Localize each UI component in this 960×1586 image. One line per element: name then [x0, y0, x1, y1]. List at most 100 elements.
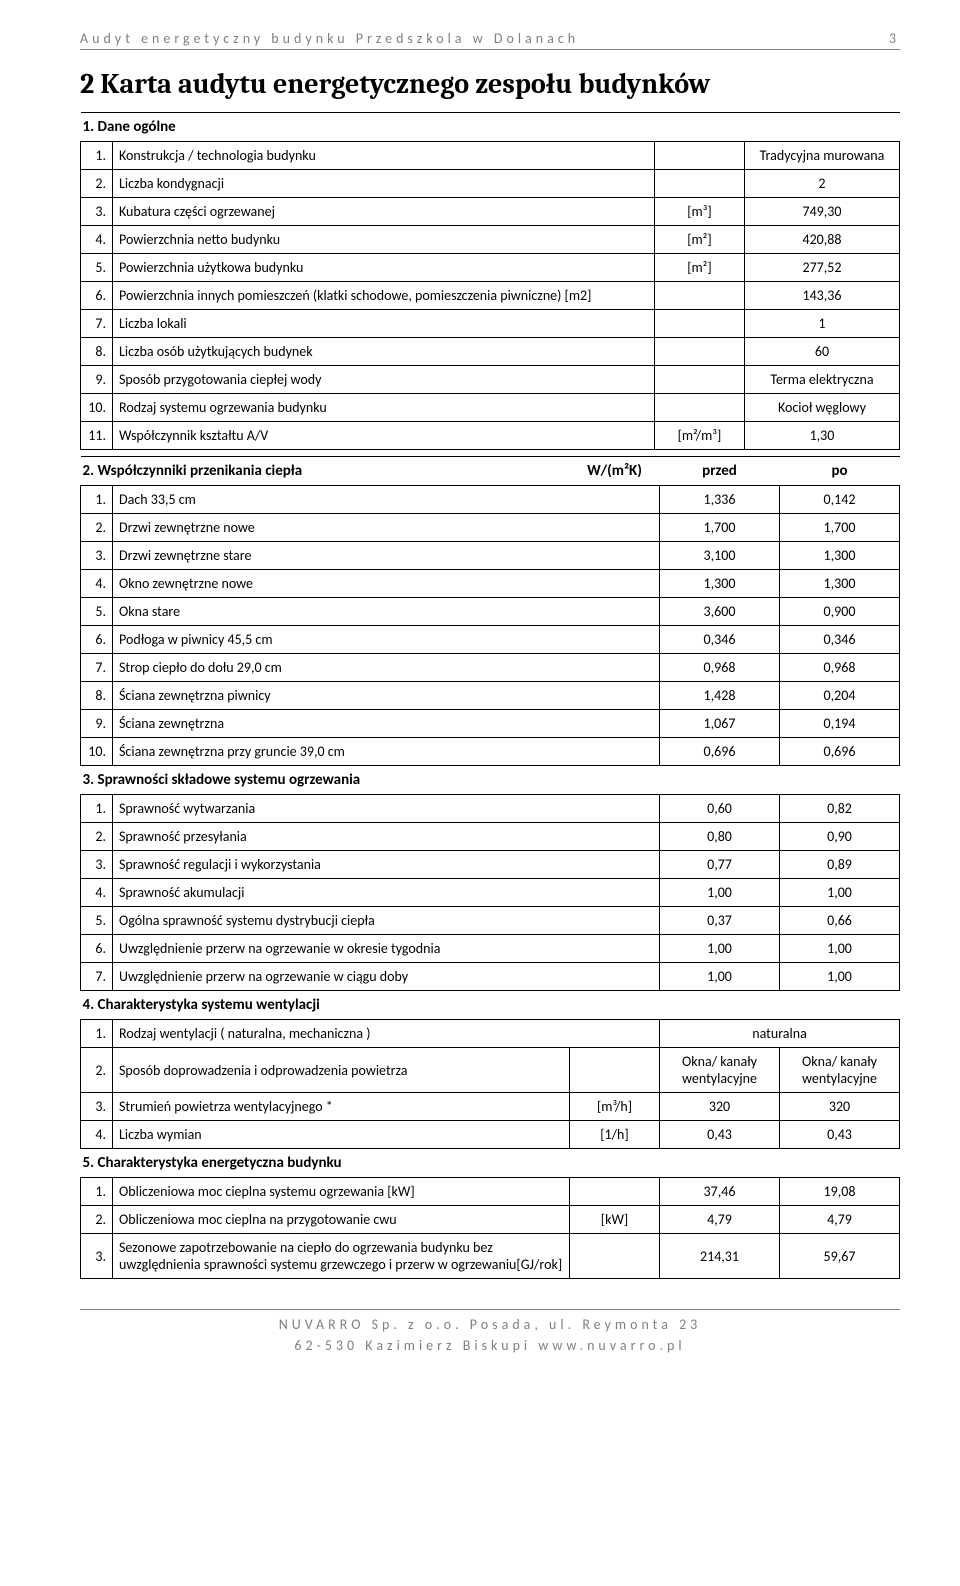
row-v1: Okna/ kanały wentylacyjne [660, 1048, 780, 1093]
row-v1: 1,300 [660, 570, 780, 598]
row-num: 3. [81, 851, 113, 879]
row-unit [570, 1048, 660, 1093]
table-row: 2.Obliczeniowa moc cieplna na przygotowa… [81, 1206, 900, 1234]
row-label: Sprawność wytwarzania [113, 795, 660, 823]
row-value: 277,52 [744, 254, 899, 282]
row-label: Rodzaj wentylacji ( naturalna, mechanicz… [113, 1020, 660, 1048]
row-label: Powierzchnia netto budynku [113, 226, 655, 254]
row-value: 2 [744, 170, 899, 198]
row-label: Ściana zewnętrzna przy gruncie 39,0 cm [113, 738, 660, 766]
section4-heading: 4. Charakterystyka systemu wentylacji [81, 991, 900, 1020]
table-row: 11.Współczynnik kształtu A/V[m²/m³]1,30 [81, 422, 900, 450]
table-row: 4.Sprawność akumulacji1,001,00 [81, 879, 900, 907]
row-label: Drzwi zewnętrzne stare [113, 542, 660, 570]
row-value: Tradycyjna murowana [744, 142, 899, 170]
row-v1: 3,600 [660, 598, 780, 626]
row-v1: 37,46 [660, 1178, 780, 1206]
row-v1: 0,696 [660, 738, 780, 766]
row-num: 1. [81, 1178, 113, 1206]
row-label: Strumień powietrza wentylacyjnego * [113, 1093, 570, 1121]
row-v1: 1,00 [660, 963, 780, 991]
table-row: 4.Liczba wymian[1/h]0,430,43 [81, 1121, 900, 1149]
table-row: 6.Powierzchnia innych pomieszczeń (klatk… [81, 282, 900, 310]
table-row: 8.Ściana zewnętrzna piwnicy1,4280,204 [81, 682, 900, 710]
table-row: 3.Sezonowe zapotrzebowanie na ciepło do … [81, 1234, 900, 1279]
section3-heading: 3. Sprawności składowe systemu ogrzewani… [81, 766, 900, 795]
main-title: 2 Karta audytu energetycznego zespołu bu… [80, 68, 900, 100]
row-v2: 1,700 [780, 514, 900, 542]
row-label: Dach 33,5 cm [113, 486, 660, 514]
table-row: 6.Podłoga w piwnicy 45,5 cm0,3460,346 [81, 626, 900, 654]
table-row: 1.Obliczeniowa moc cieplna systemu ogrze… [81, 1178, 900, 1206]
row-num: 1. [81, 1020, 113, 1048]
row-label: Rodzaj systemu ogrzewania budynku [113, 394, 655, 422]
table-row: 4.Powierzchnia netto budynku[m²]420,88 [81, 226, 900, 254]
row-num: 1. [81, 795, 113, 823]
row-v1: 1,428 [660, 682, 780, 710]
row-label: Sprawność regulacji i wykorzystania [113, 851, 660, 879]
section2-after: po [780, 457, 900, 486]
row-label: Obliczeniowa moc cieplna systemu ogrzewa… [113, 1178, 570, 1206]
table-row: 2.Sposób doprowadzenia i odprowadzenia p… [81, 1048, 900, 1093]
row-v2: 1,00 [780, 935, 900, 963]
row-num: 2. [81, 823, 113, 851]
row-v2: 0,82 [780, 795, 900, 823]
table-row: 5.Powierzchnia użytkowa budynku[m²]277,5… [81, 254, 900, 282]
row-unit: [m²] [654, 226, 744, 254]
row-v2: 0,142 [780, 486, 900, 514]
row-num: 4. [81, 879, 113, 907]
row-num: 9. [81, 710, 113, 738]
row-num: 2. [81, 1048, 113, 1093]
row-label: Ogólna sprawność systemu dystrybucji cie… [113, 907, 660, 935]
section1-heading: 1. Dane ogólne [81, 113, 900, 142]
row-unit: [1/h] [570, 1121, 660, 1149]
row-unit: [m³/h] [570, 1093, 660, 1121]
row-value: 749,30 [744, 198, 899, 226]
row-label: Współczynnik kształtu A/V [113, 422, 655, 450]
row-num: 4. [81, 226, 113, 254]
row-num: 6. [81, 626, 113, 654]
row-label: Drzwi zewnętrzne nowe [113, 514, 660, 542]
row-num: 8. [81, 338, 113, 366]
table-row: 2.Drzwi zewnętrzne nowe1,7001,700 [81, 514, 900, 542]
footer-line1: NUVARRO Sp. z o.o. Posada, ul. Reymonta … [80, 1314, 900, 1335]
row-v2: 0,194 [780, 710, 900, 738]
row-v2: 1,300 [780, 570, 900, 598]
row-label: Ściana zewnętrzna piwnicy [113, 682, 660, 710]
row-num: 4. [81, 570, 113, 598]
row-v1: 0,346 [660, 626, 780, 654]
row-v2: 0,204 [780, 682, 900, 710]
row-value: Terma elektryczna [744, 366, 899, 394]
row-v1: 0,80 [660, 823, 780, 851]
row-unit [654, 170, 744, 198]
row-num: 6. [81, 282, 113, 310]
row-num: 4. [81, 1121, 113, 1149]
row-label: Sezonowe zapotrzebowanie na ciepło do og… [113, 1234, 570, 1279]
table-row: 5.Okna stare3,6000,900 [81, 598, 900, 626]
section1-table: 1. Dane ogólne 1.Konstrukcja / technolog… [80, 112, 900, 450]
table-row: 10.Rodzaj systemu ogrzewania budynku Koci… [81, 394, 900, 422]
row-v2: 1,00 [780, 963, 900, 991]
row-v1: 1,700 [660, 514, 780, 542]
row-num: 10. [81, 394, 113, 422]
row-v1: 4,79 [660, 1206, 780, 1234]
row-label: Liczba osób użytkujących budynek [113, 338, 655, 366]
table-row: 7.Strop ciepło do dołu 29,0 cm0,9680,968 [81, 654, 900, 682]
row-v1: 1,00 [660, 879, 780, 907]
row-v2: 19,08 [780, 1178, 900, 1206]
row-v2: Okna/ kanały wentylacyjne [780, 1048, 900, 1093]
table-row: 9.Ściana zewnętrzna1,0670,194 [81, 710, 900, 738]
row-unit: [m²/m³] [654, 422, 744, 450]
row-unit [570, 1178, 660, 1206]
row-num: 5. [81, 907, 113, 935]
row-label: Obliczeniowa moc cieplna na przygotowani… [113, 1206, 570, 1234]
row-value: 420,88 [744, 226, 899, 254]
row-label: Sposób przygotowania ciepłej wody [113, 366, 655, 394]
row-value: Kocioł węglowy [744, 394, 899, 422]
row-unit [654, 310, 744, 338]
table-row: 1.Rodzaj wentylacji ( naturalna, mechani… [81, 1020, 900, 1048]
row-unit [654, 394, 744, 422]
row-label: Uwzględnienie przerw na ogrzewanie w cią… [113, 963, 660, 991]
row-v1: 0,37 [660, 907, 780, 935]
row-num: 11. [81, 422, 113, 450]
